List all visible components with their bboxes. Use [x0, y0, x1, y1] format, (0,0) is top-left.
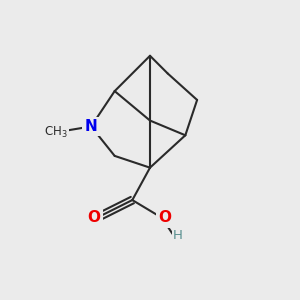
Text: N: N [85, 119, 98, 134]
Text: O: O [158, 210, 171, 225]
Text: H: H [173, 229, 183, 242]
Text: CH$_3$: CH$_3$ [44, 125, 68, 140]
Text: O: O [88, 210, 100, 225]
